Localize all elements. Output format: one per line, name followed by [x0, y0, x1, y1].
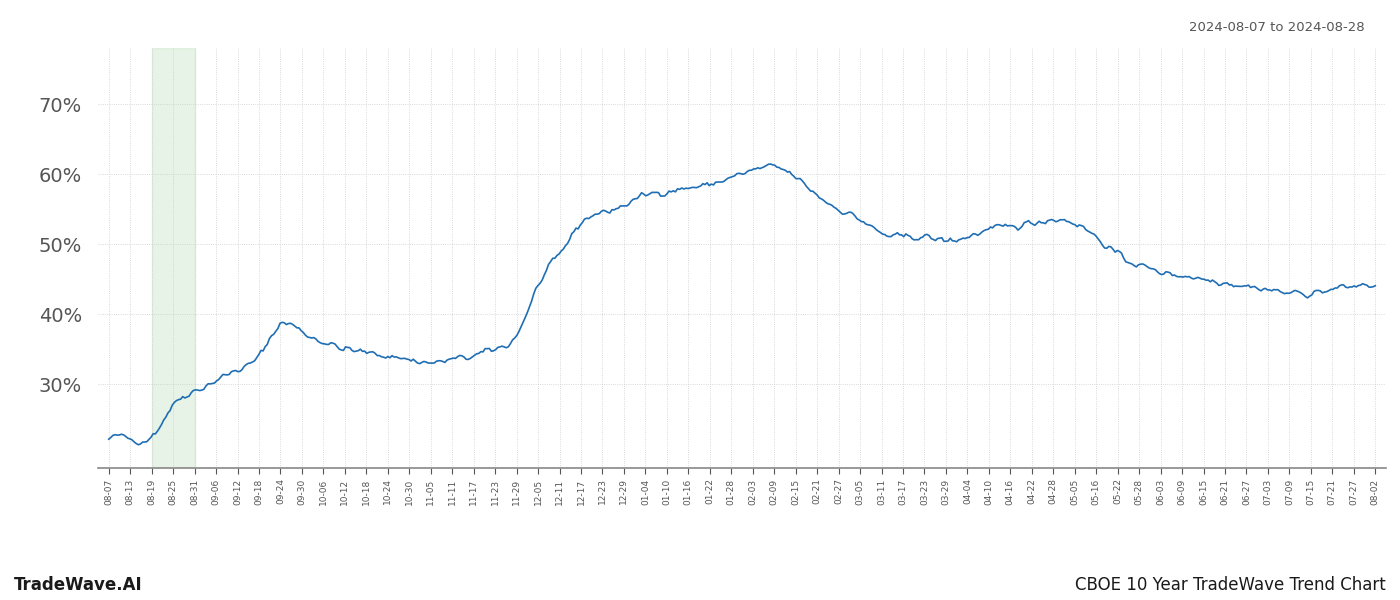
Text: TradeWave.AI: TradeWave.AI: [14, 576, 143, 594]
Text: CBOE 10 Year TradeWave Trend Chart: CBOE 10 Year TradeWave Trend Chart: [1075, 576, 1386, 594]
Bar: [151, 48, 195, 468]
Text: 2024-08-07 to 2024-08-28: 2024-08-07 to 2024-08-28: [1190, 21, 1365, 34]
